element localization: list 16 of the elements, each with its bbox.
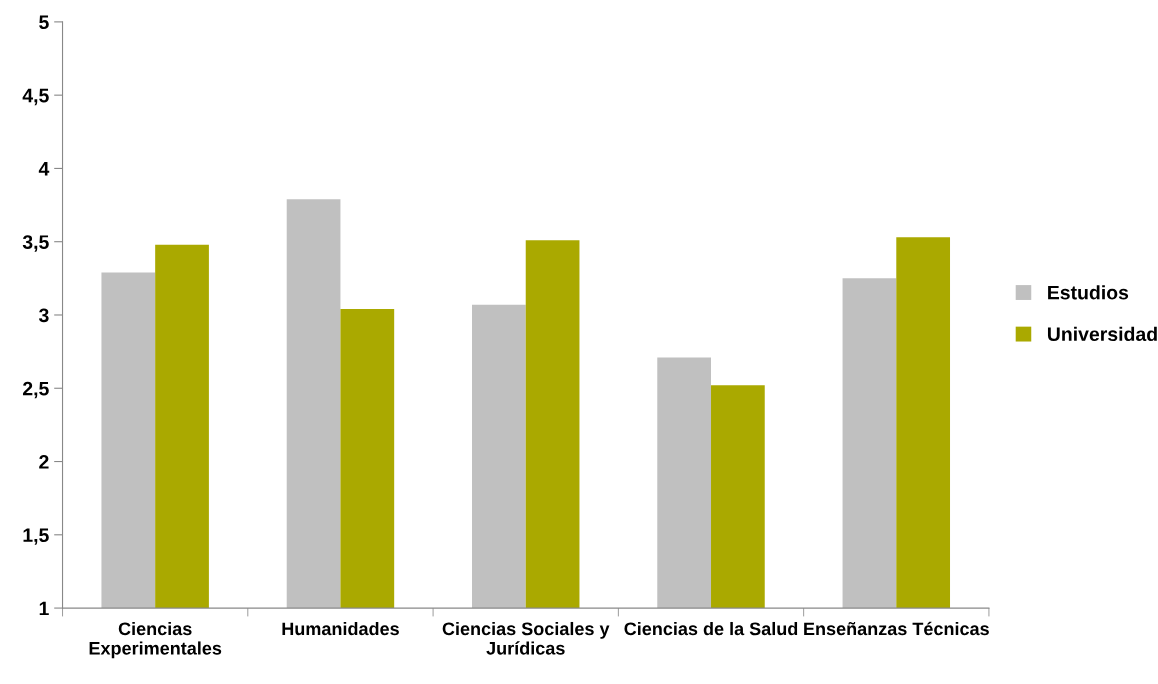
y-tick-label: 3,5	[22, 235, 49, 252]
x-tick-label: Humanidades	[282, 621, 399, 636]
x-tick-label: Ciencias de la Salud	[624, 621, 798, 636]
y-tick-label: 2	[39, 455, 49, 469]
y-tick-label: 3	[38, 308, 49, 323]
y-tick-label: 2,5	[22, 381, 49, 399]
y-tick-label: 1	[39, 601, 49, 616]
legend-label: Estudios	[1048, 285, 1129, 300]
y-tick-label: 5	[39, 15, 49, 30]
x-tick-label: Ciencias Experimentales	[89, 621, 222, 659]
legend-label: Universidad	[1047, 326, 1157, 342]
x-tick-label: Enseñanzas Técnicas	[804, 621, 989, 636]
x-tick-label: Ciencias Sociales y Jurídicas	[442, 621, 610, 655]
y-tick-label: 1,5	[23, 528, 49, 545]
y-tick-label: 4	[38, 162, 50, 176]
y-tick-label: 4,5	[22, 88, 49, 106]
